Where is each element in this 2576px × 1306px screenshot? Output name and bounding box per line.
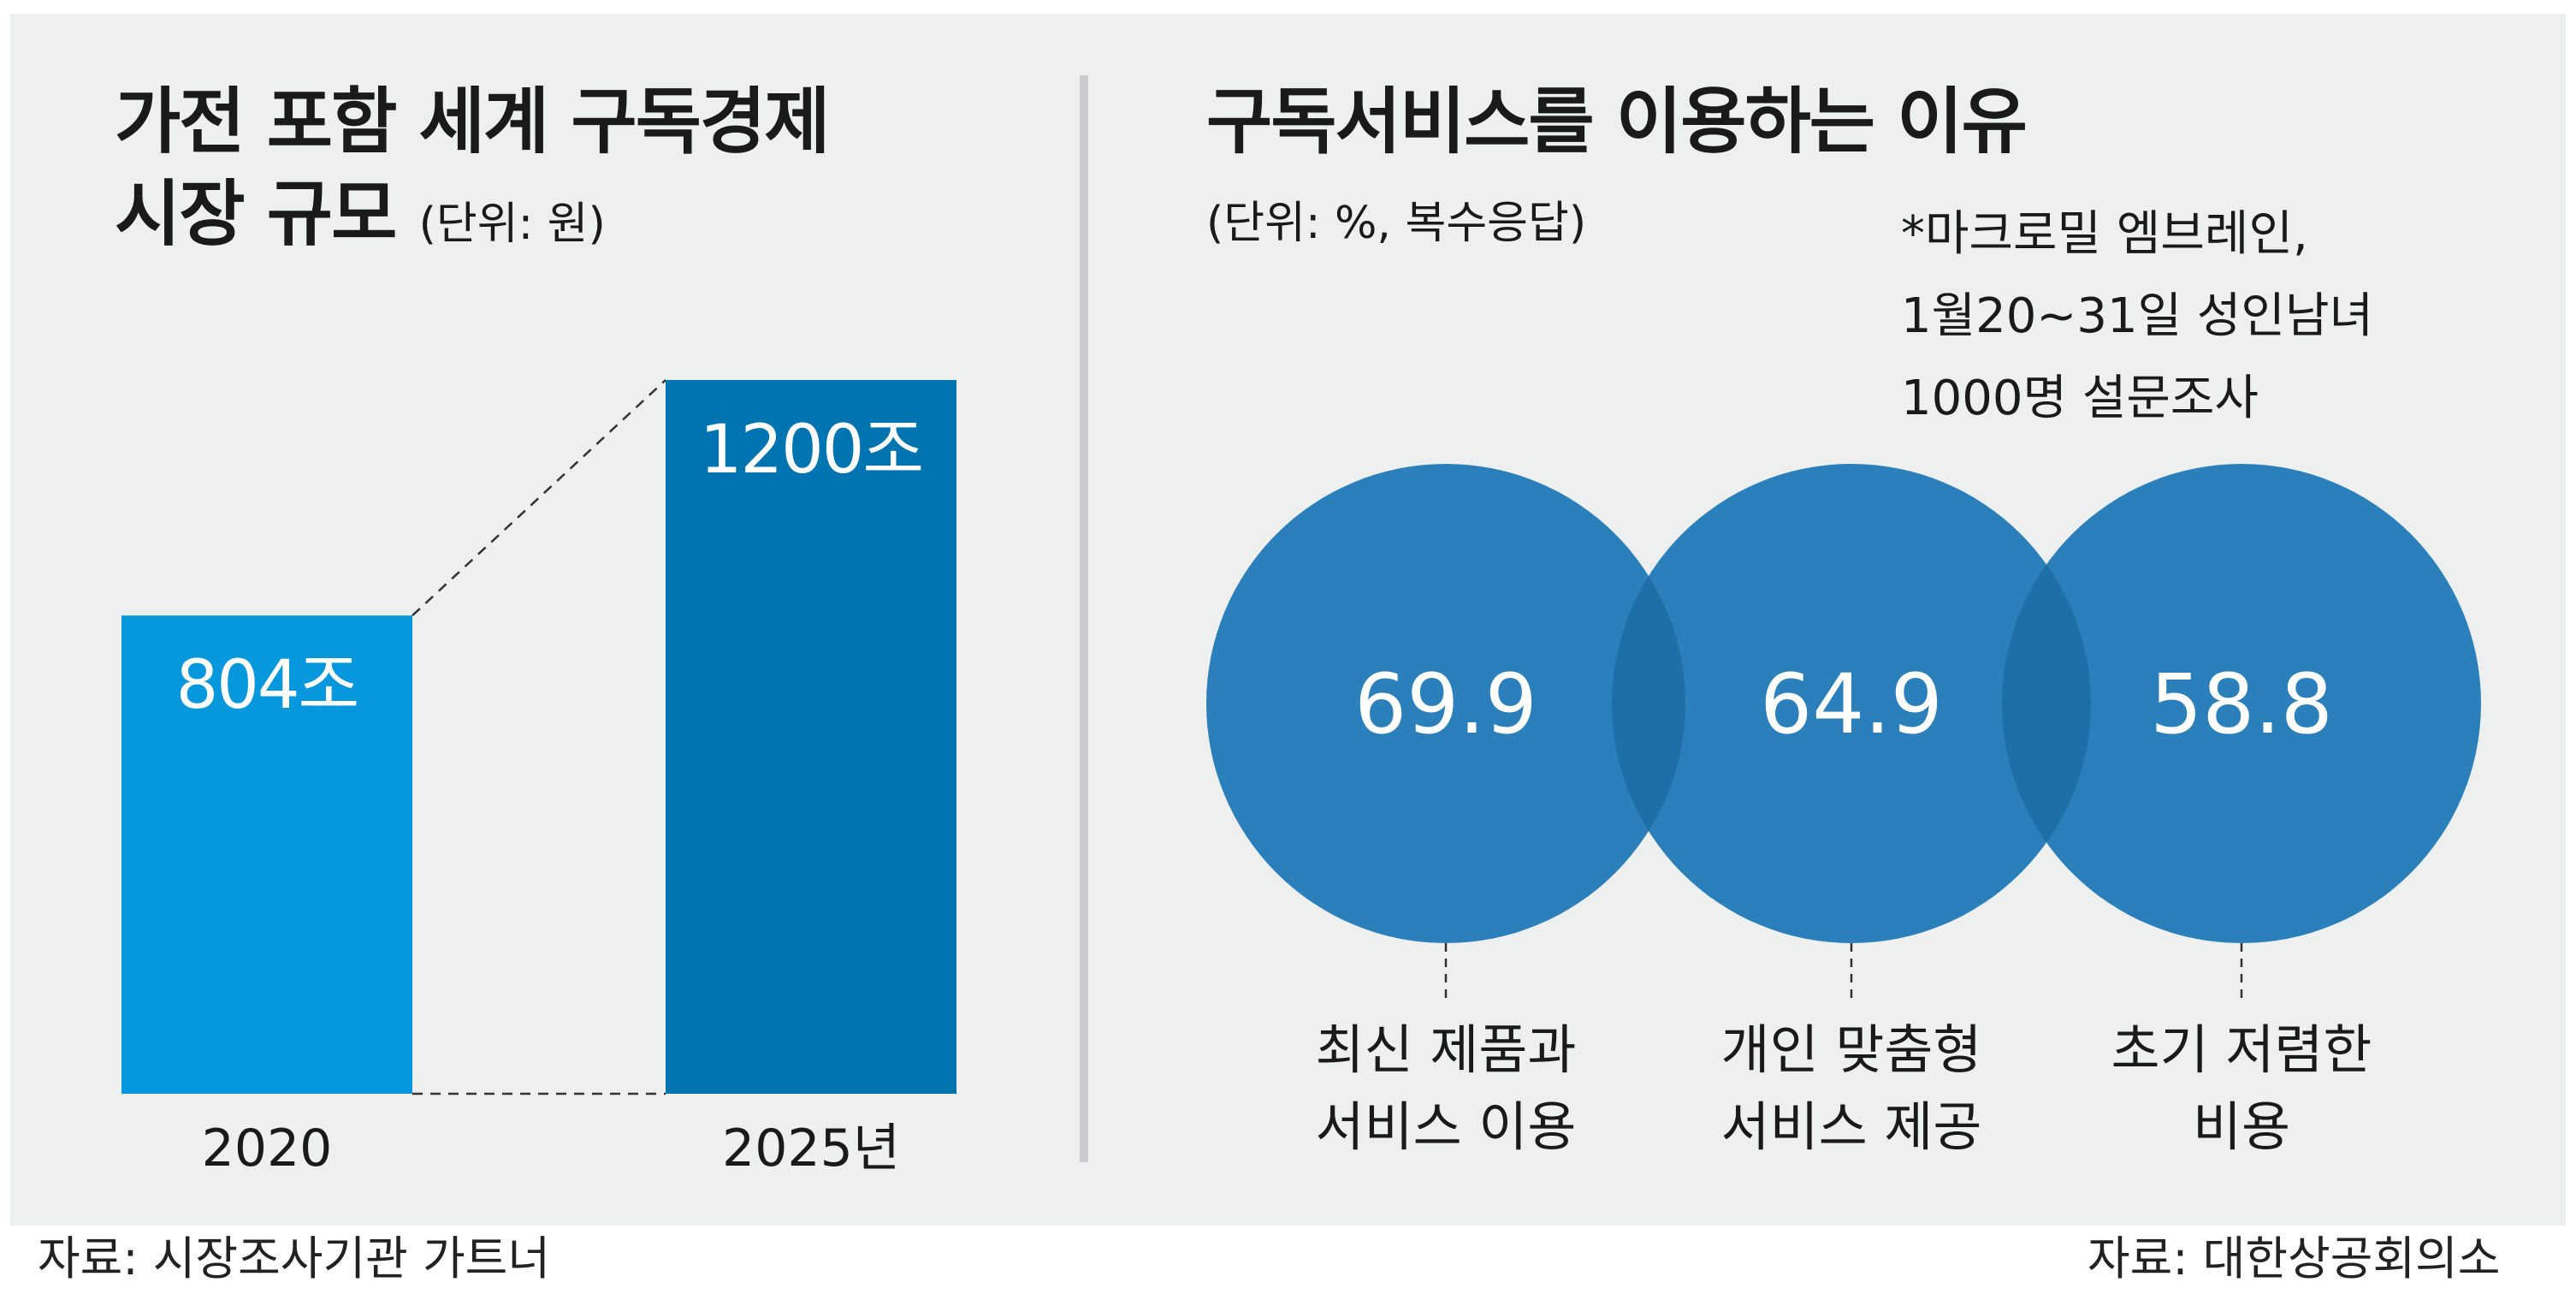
survey-note-line2: 1월20~31일 성인남녀 bbox=[1901, 288, 2373, 344]
reason-label-2-line1: 비용 bbox=[2193, 1095, 2290, 1158]
reason-circle-1 bbox=[1612, 464, 2091, 943]
bar-value-label-0: 804조 bbox=[176, 647, 358, 724]
right-source: 자료: 대한상공회의소 bbox=[2087, 1232, 2501, 1285]
x-tick-label-0: 2020 bbox=[202, 1119, 333, 1178]
reason-value-1: 64.9 bbox=[1760, 656, 1943, 752]
reason-label-0-line1: 서비스 이용 bbox=[1316, 1095, 1577, 1158]
reason-circle-2 bbox=[2002, 464, 2481, 943]
right-title: 구독서비스를 이용하는 이유 bbox=[1206, 80, 2028, 163]
left-title-line2: 시장 규모 (단위: 원) bbox=[115, 178, 606, 250]
x-tick-label-1: 2025년 bbox=[722, 1119, 900, 1178]
reason-label-1-line1: 서비스 제공 bbox=[1721, 1095, 1982, 1158]
bar-value-label-1: 1200조 bbox=[700, 412, 922, 489]
connector-line-top bbox=[412, 379, 666, 617]
panel-divider bbox=[1080, 75, 1088, 1162]
reason-value-0: 69.9 bbox=[1354, 656, 1537, 752]
reason-label-0-line0: 최신 제품과 bbox=[1316, 1018, 1577, 1081]
reason-value-2: 58.8 bbox=[2150, 656, 2333, 752]
left-title-text: 시장 규모 bbox=[115, 172, 397, 256]
right-unit-label: (단위: %, 복수응답) bbox=[1206, 198, 1587, 249]
survey-note-line1: *마크로밀 엠브레인, bbox=[1901, 206, 2308, 262]
reason-circle-0 bbox=[1206, 464, 1685, 943]
left-unit-label: (단위: 원) bbox=[418, 199, 606, 250]
bar-2020 bbox=[121, 615, 412, 1094]
reason-label-1-line0: 개인 맞춤형 bbox=[1721, 1018, 1982, 1081]
bar-2025년 bbox=[666, 380, 956, 1094]
left-title-line1: 가전 포함 세계 구독경제 bbox=[115, 80, 831, 163]
reason-label-2-line0: 초기 저렴한 bbox=[2111, 1018, 2372, 1081]
survey-note-line3: 1000명 설문조사 bbox=[1901, 371, 2259, 426]
left-source: 자료: 시장조사기관 가트너 bbox=[38, 1232, 551, 1285]
